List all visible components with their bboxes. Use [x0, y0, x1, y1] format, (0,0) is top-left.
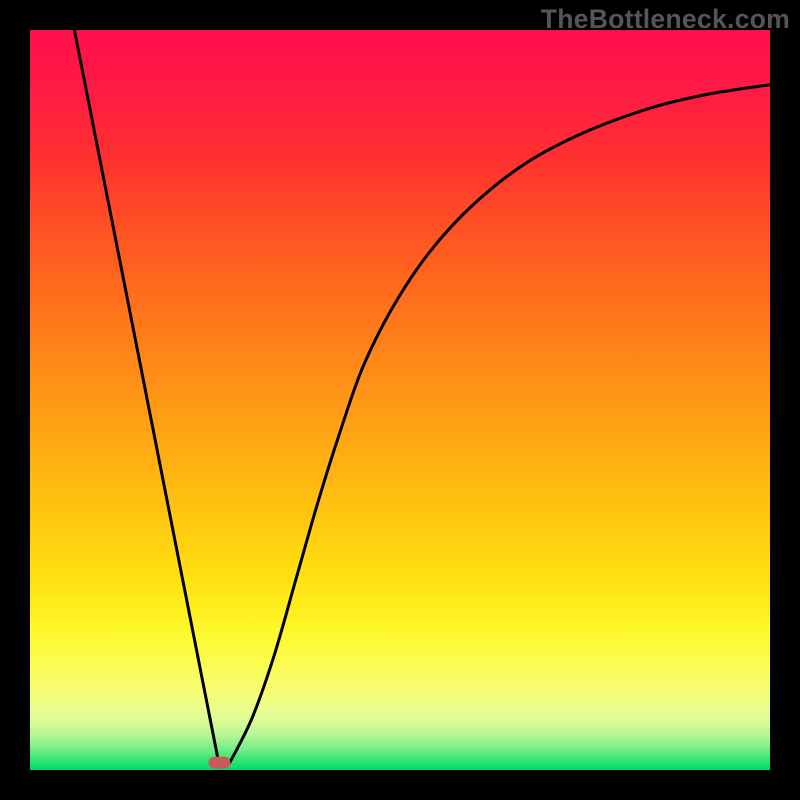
figure-root: TheBottleneck.com: [0, 0, 800, 800]
trough-marker: [208, 757, 230, 769]
border-right: [770, 0, 800, 800]
watermark-text: TheBottleneck.com: [541, 4, 790, 35]
border-left: [0, 0, 30, 800]
border-bottom: [0, 770, 800, 800]
plot-area: [30, 30, 770, 770]
chart-svg: [0, 0, 800, 800]
